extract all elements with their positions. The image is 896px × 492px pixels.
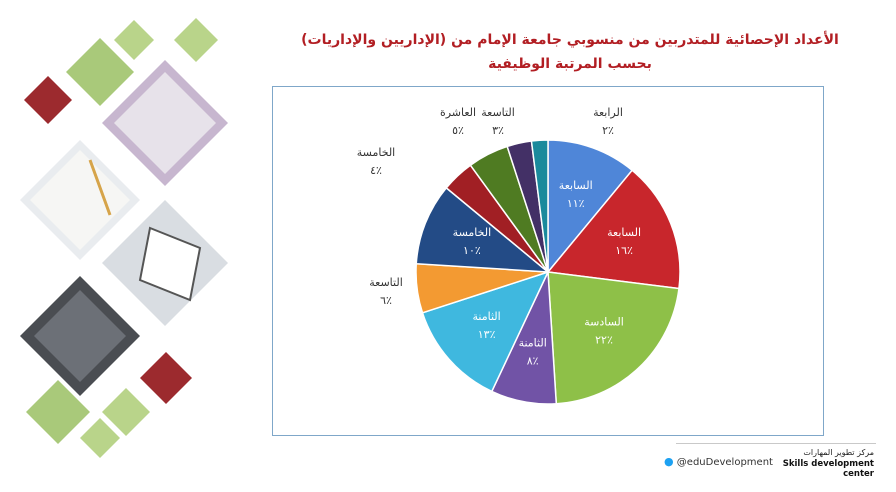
twitter-handle: ● @eduDevelopment <box>664 455 773 468</box>
slice-value-label: ٦٪ <box>380 294 392 307</box>
center-name-arabic: مركز تطوير المهارات <box>803 448 874 457</box>
chart-title-line1: الأعداد الإحصائية للمتدربين من منسوبي جا… <box>301 32 839 48</box>
slice-label: الخامسة <box>453 226 491 239</box>
slice-value-label: ١٠٪ <box>463 244 481 257</box>
pie-slice <box>530 139 549 273</box>
twitter-icon: ● <box>664 455 674 468</box>
slice-value-label: ٢٪ <box>602 124 614 137</box>
pie-slice <box>547 139 634 275</box>
green-diamond <box>26 380 90 444</box>
slice-label: الثامنة <box>473 310 501 323</box>
decorative-collage <box>20 18 228 458</box>
slice-label: التاسعة <box>369 276 403 289</box>
slice-value-label: ١٣٪ <box>478 328 496 341</box>
pie-chart: السابعة ١١٪ السابعة ١٦٪ السادسة ٢٢٪ الثامنة ٨٪ ا… <box>357 106 681 405</box>
chart-title-line2: بحسب المرتبة الوظيفية <box>488 56 652 72</box>
red-diamond <box>140 352 192 404</box>
red-diamond <box>24 76 72 124</box>
slice-label: الخامسة <box>357 146 395 159</box>
green-diamond <box>80 418 120 458</box>
slice-value-label: ٥٪ <box>452 124 464 137</box>
center-name-english: Skills development center <box>782 459 874 479</box>
slice-value-label: ٨٪ <box>527 354 539 367</box>
slice-label: العاشرة <box>440 106 476 119</box>
pie-slice <box>546 169 681 290</box>
footer-divider <box>676 443 876 444</box>
slice-label: التاسعة <box>481 106 515 119</box>
slice-label: السابعة <box>607 226 641 239</box>
slice-value-label: ١٦٪ <box>615 244 633 257</box>
pie-slice <box>547 271 680 405</box>
pie-slice <box>415 186 551 273</box>
slice-value-label: ٢٢٪ <box>595 334 613 347</box>
twitter-handle-text: @eduDevelopment <box>676 457 773 468</box>
green-diamond <box>174 18 218 62</box>
slice-label: الرابعة <box>593 106 623 119</box>
green-diamond <box>114 20 154 60</box>
slice-label: الثامنة <box>519 336 547 349</box>
pie-slice <box>421 270 550 393</box>
chart-frame <box>272 86 824 436</box>
green-diamond <box>102 388 150 436</box>
green-diamond <box>66 38 134 106</box>
slice-label: السادسة <box>584 316 624 329</box>
slice-value-label: ٤٪ <box>370 164 382 177</box>
slice-label: السابعة <box>559 179 593 192</box>
slice-value-label: ١١٪ <box>567 197 585 210</box>
slice-value-label: ٣٪ <box>492 124 504 137</box>
